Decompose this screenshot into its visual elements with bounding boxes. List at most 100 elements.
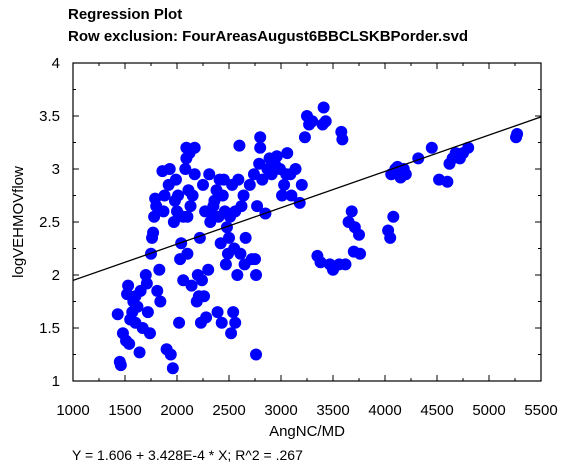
data-point xyxy=(148,210,161,223)
data-point xyxy=(345,205,358,218)
x-tick-label: 5000 xyxy=(472,402,505,419)
data-point xyxy=(231,269,244,281)
data-point xyxy=(186,189,199,202)
data-point xyxy=(114,359,127,372)
data-point xyxy=(166,362,179,375)
data-point xyxy=(225,327,238,340)
data-point xyxy=(314,256,327,269)
data-point xyxy=(131,300,144,313)
data-point xyxy=(306,115,319,128)
data-point xyxy=(203,168,216,181)
y-tick-label: 2.5 xyxy=(39,214,60,231)
data-point xyxy=(317,101,330,114)
x-tick-label: 1500 xyxy=(108,402,141,419)
data-point xyxy=(185,279,198,292)
x-tick-label: 3000 xyxy=(264,402,297,419)
data-point xyxy=(223,231,235,244)
data-point xyxy=(278,178,291,191)
data-point xyxy=(153,263,166,276)
data-point xyxy=(234,247,247,260)
data-point xyxy=(235,200,248,213)
regression-equation: Y = 1.606 + 3.428E-4 * X; R^2 = .267 xyxy=(72,447,303,463)
data-point xyxy=(285,189,298,202)
chart-subtitle: Row exclusion: FourAreasAugust6BBCLSKBPo… xyxy=(68,28,469,45)
data-point xyxy=(511,128,524,141)
data-point xyxy=(233,139,246,152)
data-point xyxy=(172,189,185,202)
x-tick-label: 4000 xyxy=(368,402,401,419)
data-point xyxy=(181,210,194,223)
y-tick-label: 4 xyxy=(52,55,60,72)
data-point xyxy=(229,316,242,329)
data-point xyxy=(256,173,269,186)
data-point xyxy=(215,316,228,329)
data-point xyxy=(211,306,224,319)
data-point xyxy=(140,277,153,290)
y-tick-label: 2 xyxy=(52,267,60,284)
data-point xyxy=(336,133,349,146)
data-point xyxy=(276,189,289,202)
data-point xyxy=(319,115,332,128)
data-point xyxy=(239,231,252,244)
data-point xyxy=(188,141,201,154)
data-point xyxy=(249,253,261,266)
x-tick-label: 4500 xyxy=(420,402,453,419)
x-tick-label: 5500 xyxy=(524,402,557,419)
y-tick-label: 1 xyxy=(52,373,60,390)
data-point xyxy=(251,200,264,213)
x-tick-label: 2000 xyxy=(160,402,193,419)
chart-title: Regression Plot xyxy=(68,6,183,23)
data-point xyxy=(399,168,412,181)
data-point xyxy=(154,295,167,308)
data-point xyxy=(179,163,192,175)
data-point xyxy=(158,189,171,202)
data-point xyxy=(173,316,186,329)
scatter-plot: 1000 1500 2000 2500 3000 3500 4000 4500 5000 5500… xyxy=(10,55,558,440)
data-point xyxy=(147,226,160,239)
data-point xyxy=(298,131,311,144)
data-point xyxy=(270,150,283,163)
data-point xyxy=(232,173,245,186)
data-point xyxy=(250,348,263,361)
data-point xyxy=(227,306,240,319)
x-tick-label: 2500 xyxy=(212,402,245,419)
data-point xyxy=(250,269,263,281)
data-point xyxy=(151,284,164,297)
data-point xyxy=(387,210,400,223)
data-point xyxy=(111,308,124,321)
y-tick-label: 3 xyxy=(52,161,60,178)
data-point xyxy=(133,346,146,359)
data-point xyxy=(169,173,182,186)
regression-line xyxy=(73,116,541,282)
data-point xyxy=(143,327,156,340)
data-point xyxy=(163,163,176,175)
data-point xyxy=(123,337,136,350)
data-point xyxy=(243,178,256,191)
data-point xyxy=(184,200,197,213)
data-point xyxy=(198,290,211,303)
data-point xyxy=(219,258,232,271)
data-point xyxy=(237,189,250,202)
data-point xyxy=(254,131,267,144)
data-point xyxy=(200,311,213,324)
data-point xyxy=(462,141,475,154)
y-tick-label: 1.5 xyxy=(39,320,60,337)
data-point xyxy=(202,263,215,276)
data-point xyxy=(197,178,209,191)
data-point xyxy=(195,274,208,287)
y-tick-label: 3.5 xyxy=(39,108,60,125)
data-point xyxy=(281,147,294,160)
data-point xyxy=(354,247,367,260)
data-point xyxy=(384,231,397,244)
data-point xyxy=(339,258,352,271)
data-point xyxy=(441,175,454,188)
data-point xyxy=(295,178,308,191)
data-point xyxy=(216,189,229,202)
data-point xyxy=(289,163,302,175)
data-point xyxy=(167,216,180,228)
data-point xyxy=(157,205,170,218)
data-point xyxy=(181,247,194,260)
data-point xyxy=(164,348,177,361)
data-point xyxy=(353,228,365,241)
data-point xyxy=(141,306,154,319)
